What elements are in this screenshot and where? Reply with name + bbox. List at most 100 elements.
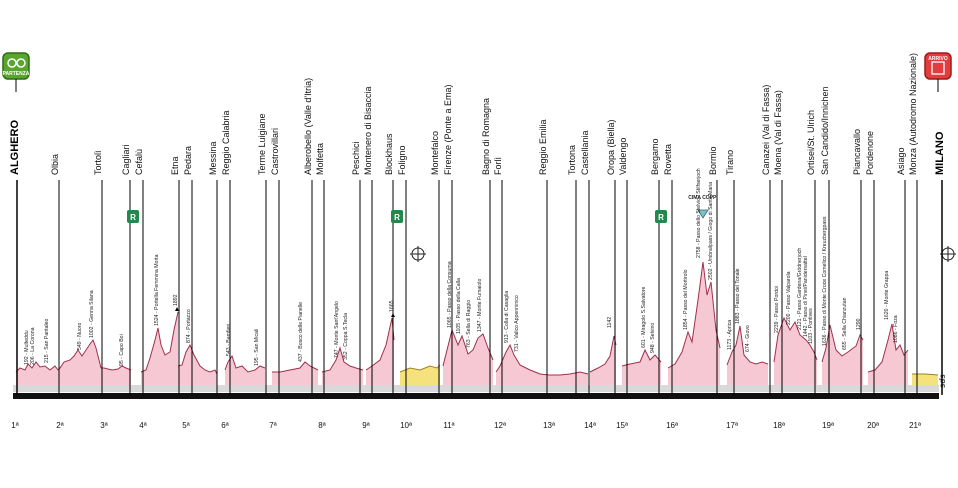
stage-number: 5ª xyxy=(182,421,189,430)
climb-label: 1883 - Passo del Tonale xyxy=(735,268,741,324)
stage-number: 21ª xyxy=(909,421,921,430)
base-band xyxy=(13,385,939,392)
finish-badge: ARRIVO xyxy=(924,52,952,80)
stage-number: 6ª xyxy=(221,421,228,430)
climb-label: 763 - Sella di Raggio xyxy=(466,300,472,348)
town-label: Peschici xyxy=(351,141,361,175)
stage-profile-line xyxy=(821,324,864,363)
stage-profile-line xyxy=(667,261,721,369)
stage-profile xyxy=(590,336,616,385)
town-label: Firenze (Ponte a Ema) xyxy=(443,84,453,175)
stage-profile xyxy=(16,362,58,385)
town-label: Cagliari xyxy=(121,144,131,175)
climb-label: 543 - Bamfieri xyxy=(226,324,232,356)
stage-profile xyxy=(822,325,863,385)
town-label: Asiago xyxy=(896,147,906,175)
climb-label: 1854 - Passo del Mortirolo xyxy=(683,269,689,330)
climb-label: 2121 - Passo Gardena/Grödnerjoch xyxy=(797,248,803,330)
stage-profile-line xyxy=(57,338,102,371)
stage-number: 14ª xyxy=(584,421,596,430)
climb-label: 601 - Miragolo S.Salvatore xyxy=(641,286,647,348)
stage-profile-line xyxy=(442,328,494,367)
stage-profile-line xyxy=(140,311,179,373)
stage-number: 2ª xyxy=(56,421,63,430)
climb-label: 1636 - Passo di Monte Croce Comelico / K… xyxy=(822,216,828,346)
stage-profile-line xyxy=(912,373,939,376)
stage-number: 9ª xyxy=(362,421,369,430)
stage-profile-line xyxy=(589,335,617,373)
stage-profile xyxy=(272,362,318,385)
town-label: Messina xyxy=(208,141,218,175)
stage-profile xyxy=(496,345,549,385)
town-label: Bergamo xyxy=(650,138,660,175)
rest-day-label: R xyxy=(394,213,400,222)
stage-profile xyxy=(101,366,131,385)
climb-label: 1620 - Monte Grappa xyxy=(884,271,890,320)
climb-label: 948 - Selvino xyxy=(650,323,656,353)
town-label: Blockhaus xyxy=(384,133,394,175)
climb-label: 2200 - Passo Valparola xyxy=(786,271,792,325)
town-label: Forlì xyxy=(493,157,503,175)
start-label: PARTENZA xyxy=(3,71,30,77)
stage-profile xyxy=(774,318,817,385)
cima-coppi-marker xyxy=(697,209,709,219)
stage-profile-line xyxy=(272,361,319,373)
stage-number: 11ª xyxy=(443,421,454,430)
stage-profile-line xyxy=(15,361,59,373)
town-label: Tortolì xyxy=(93,150,103,175)
climb-label: 1290 xyxy=(856,318,862,330)
stage-number: 7ª xyxy=(269,421,276,430)
climb-label: 1665 xyxy=(389,300,395,312)
stage-profile-line xyxy=(321,346,364,373)
climb-label: 2502 - Umbrailpass / Giogo di Santa Mari… xyxy=(708,182,714,280)
town-label: Monza (Autodromo Nazionale) xyxy=(908,53,918,175)
stage-number: 17ª xyxy=(726,421,738,430)
stage-profile-line xyxy=(177,343,218,375)
town-label: Valdengo xyxy=(618,138,628,175)
stage-profile xyxy=(400,365,440,385)
stage-number: 10ª xyxy=(400,421,412,430)
climb-label: 1347 - Monte Fumaiolo xyxy=(477,279,483,332)
town-label: Etna xyxy=(170,156,180,175)
climb-label: 913 - Colla di Casaglia xyxy=(504,291,510,343)
climb-label: 731 - Valico Appenninico xyxy=(514,295,520,352)
stage-number: 13ª xyxy=(543,421,555,430)
climb-label: 2758 - Passo dello Stelvio / Stilfserjoc… xyxy=(696,168,702,258)
stage-profile-line xyxy=(399,364,441,373)
climb-label: 437 - Bosco delle Pianelle xyxy=(298,302,304,362)
stage-profile-line xyxy=(867,323,909,373)
summit-marker xyxy=(175,307,179,311)
town-label: Montefalco xyxy=(430,131,440,175)
stage-number: 8ª xyxy=(318,421,325,430)
stage-profile xyxy=(912,374,938,385)
stage-profile-line xyxy=(365,317,395,371)
stage-profile xyxy=(178,345,217,385)
stage-profile-line xyxy=(101,365,132,371)
town-label: ALGHERO xyxy=(9,120,21,175)
town-label: San Candido/Innichen xyxy=(820,86,830,175)
town-label: Molfetta xyxy=(315,143,325,175)
route-band xyxy=(13,393,939,399)
rest-day-badge xyxy=(391,210,403,223)
climb-label: 674 - Giovo xyxy=(745,325,751,352)
climb-label: 1142 xyxy=(607,317,613,328)
rest-day-label: R xyxy=(130,213,136,222)
climb-label: 874 - Portazzo xyxy=(186,309,192,343)
town-label: Bormio xyxy=(708,146,718,175)
stage-number: 18ª xyxy=(773,421,785,430)
stage-number: 20ª xyxy=(867,421,879,430)
town-label: Tortona xyxy=(567,145,577,175)
climb-label: 1173 - Aprica xyxy=(727,320,733,350)
town-label: Cefalù xyxy=(134,149,144,175)
rest-day-badge xyxy=(127,210,139,223)
town-label: Olbia xyxy=(50,154,60,175)
town-label: Canazei (Val di Fassa) xyxy=(761,85,771,175)
climb-label: 192 - Multeddu xyxy=(24,330,30,365)
climb-label: 215 - San Pantaleo xyxy=(44,318,50,363)
stage-profile xyxy=(225,356,265,385)
climb-label: 1442 - Passo di Pinei/Panidersattel xyxy=(803,256,809,337)
town-label: Castellania xyxy=(580,130,590,175)
town-label: Moena (Val di Fassa) xyxy=(773,90,783,175)
town-label: MILANO xyxy=(934,131,946,175)
climb-label: 2239 - Passo Pordoi xyxy=(774,286,780,333)
